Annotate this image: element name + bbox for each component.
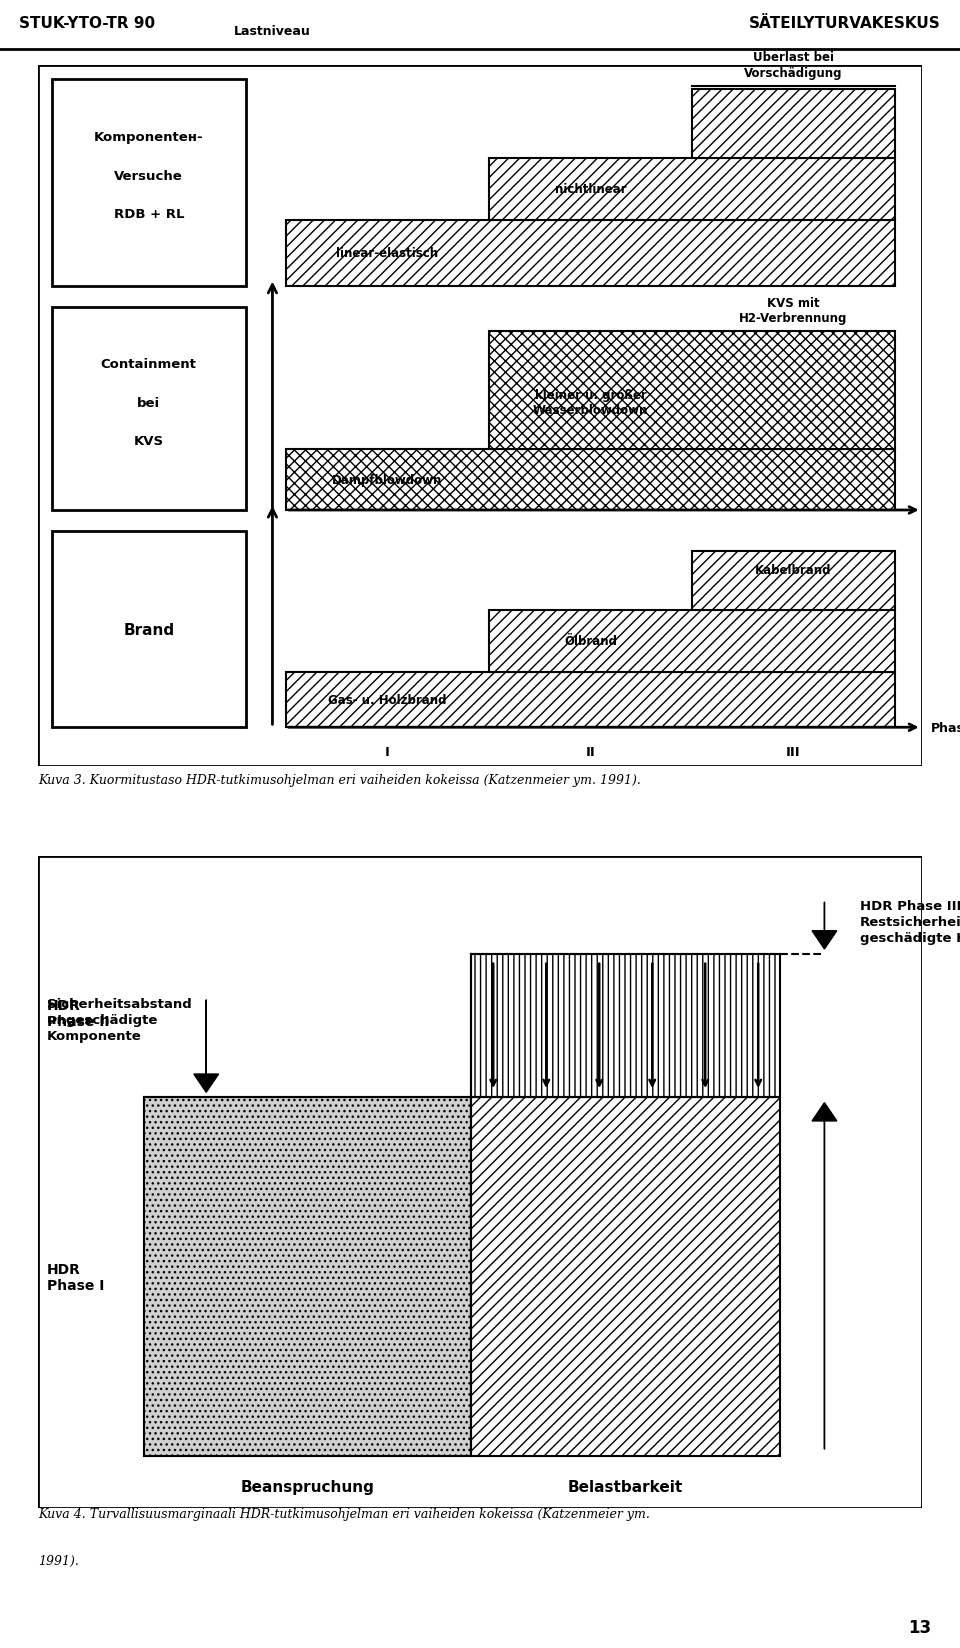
Text: Brand: Brand (123, 623, 175, 638)
FancyArrow shape (812, 1103, 837, 1449)
Text: Kuva 3. Kuormitustaso HDR-tutkimusohjelman eri vaiheiden kokeissa (Katzenmeier y: Kuva 3. Kuormitustaso HDR-tutkimusohjelm… (38, 773, 641, 786)
Text: Kabelbrand: Kabelbrand (756, 564, 831, 577)
Text: linear-elastisch: linear-elastisch (336, 247, 439, 260)
Text: HDR
Phase II: HDR Phase II (47, 999, 109, 1028)
Text: STUK-YTO-TR 90: STUK-YTO-TR 90 (19, 16, 156, 31)
Text: bei: bei (137, 397, 160, 409)
Text: Versuche: Versuche (114, 170, 183, 183)
FancyArrow shape (812, 903, 837, 949)
Bar (471, 1098, 780, 1455)
Text: Ölbrand: Ölbrand (564, 634, 617, 648)
Bar (144, 1098, 471, 1455)
Bar (692, 91, 895, 158)
Text: RDB + RL: RDB + RL (113, 208, 184, 221)
Text: nichtlinear: nichtlinear (555, 183, 626, 196)
Text: Beanspruchung: Beanspruchung (241, 1478, 374, 1493)
Bar (286, 672, 895, 728)
Text: kleiner u. großer
Wasserblowdown: kleiner u. großer Wasserblowdown (533, 389, 648, 417)
Bar (489, 610, 895, 672)
Text: Dampfblowdown: Dampfblowdown (332, 473, 443, 486)
Text: 13: 13 (908, 1618, 931, 1636)
Bar (489, 158, 895, 221)
Text: Belastbarkeit: Belastbarkeit (568, 1478, 684, 1493)
Bar (52, 532, 246, 728)
Text: SÄTEILYTURVAKESKUS: SÄTEILYTURVAKESKUS (749, 16, 941, 31)
Bar (471, 954, 780, 1098)
Text: KVS mit
H2-Verbrennung: KVS mit H2-Verbrennung (739, 297, 848, 325)
Bar (489, 331, 895, 450)
Text: Sicherheitsabstand
ungeschädigte
Komponente: Sicherheitsabstand ungeschädigte Kompone… (47, 997, 192, 1042)
Text: Überlast bei
Vorschädigung: Überlast bei Vorschädigung (744, 51, 843, 79)
FancyArrow shape (194, 1103, 219, 1449)
Text: Phase: Phase (930, 722, 960, 735)
Text: Kuva 4. Turvallisuusmarginaali HDR-tutkimusohjelman eri vaiheiden kokeissa (Katz: Kuva 4. Turvallisuusmarginaali HDR-tutki… (38, 1506, 650, 1519)
FancyArrow shape (194, 1000, 219, 1093)
Bar (52, 79, 246, 287)
Text: HDR
Phase I: HDR Phase I (47, 1262, 105, 1292)
Text: Komponenteн-: Komponenteн- (94, 132, 204, 145)
Text: III: III (786, 745, 801, 758)
Text: I: I (385, 745, 390, 758)
Bar (286, 221, 895, 287)
Bar (692, 552, 895, 610)
Text: Gas- u. Holzbrand: Gas- u. Holzbrand (328, 694, 446, 707)
Text: HDR Phase III
Restsicherheit
geschädigte Komponente: HDR Phase III Restsicherheit geschädigte… (860, 900, 960, 944)
Text: Lastniveau: Lastniveau (234, 25, 311, 38)
Text: II: II (586, 745, 595, 758)
Text: Containment: Containment (101, 358, 197, 371)
Bar (52, 308, 246, 511)
Text: 1991).: 1991). (38, 1554, 80, 1567)
Bar (286, 450, 895, 511)
Text: KVS: KVS (133, 435, 164, 448)
